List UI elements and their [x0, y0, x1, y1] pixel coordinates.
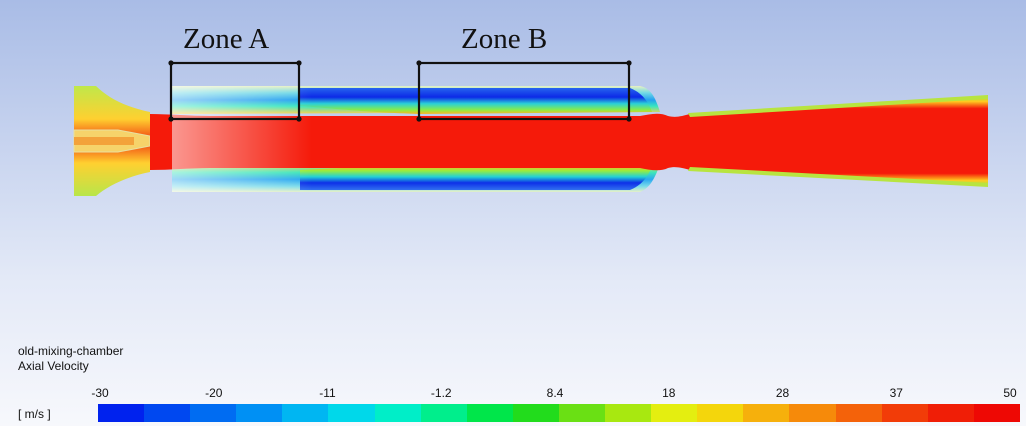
zone-a-label: Zone A [183, 23, 269, 55]
legend-swatch [466, 404, 513, 422]
legend-swatch [973, 404, 1020, 422]
legend-tick-label: -1.2 [430, 386, 452, 400]
legend-swatch [512, 404, 559, 422]
legend-swatch [743, 404, 790, 422]
legend-swatch [558, 404, 606, 422]
zone-b-box [416, 60, 632, 122]
legend-swatch [98, 404, 145, 422]
legend-swatch [697, 404, 744, 422]
legend-tick-label: 50 [1003, 386, 1017, 400]
unit-label: [ m/s ] [18, 407, 51, 421]
lower-recirculation-core [300, 166, 652, 190]
diffuser-lower-edge [688, 167, 988, 187]
legend-tick-label: 8.4 [546, 386, 564, 400]
mesh-overlay [172, 86, 312, 192]
legend-swatch [605, 404, 652, 422]
legend-swatch [881, 404, 928, 422]
legend-tick-label: -30 [91, 386, 109, 400]
legend-swatch [835, 404, 882, 422]
case-name: old-mixing-chamber [18, 344, 124, 358]
legend-swatch [236, 404, 283, 422]
legend-swatch [282, 404, 329, 422]
legend-swatch [190, 404, 237, 422]
legend-tick-label: -20 [205, 386, 223, 400]
variable-name: Axial Velocity [18, 359, 89, 373]
nozzle-core [74, 137, 134, 145]
legend-swatch [927, 404, 974, 422]
legend-swatch [789, 404, 836, 422]
zone-a-box [168, 60, 302, 122]
legend-tick-label: 18 [662, 386, 676, 400]
upper-recirculation-core [300, 88, 652, 114]
diffuser-upper-edge [688, 95, 988, 117]
legend-swatch [144, 404, 191, 422]
legend-swatch [374, 404, 421, 422]
legend-swatch [651, 404, 698, 422]
legend-tick-label: -11 [319, 386, 336, 400]
core-jet [150, 96, 988, 186]
legend-tick-labels: -30 -20 -11 -1.2 8.4 18 28 37 50 [0, 386, 1026, 402]
zone-b-label: Zone B [461, 23, 547, 55]
legend-swatch [420, 404, 467, 422]
legend-tick-label: 37 [889, 386, 903, 400]
legend-tick-label: 28 [775, 386, 790, 400]
legend-swatch [328, 404, 375, 422]
color-legend-bar [98, 404, 1020, 422]
